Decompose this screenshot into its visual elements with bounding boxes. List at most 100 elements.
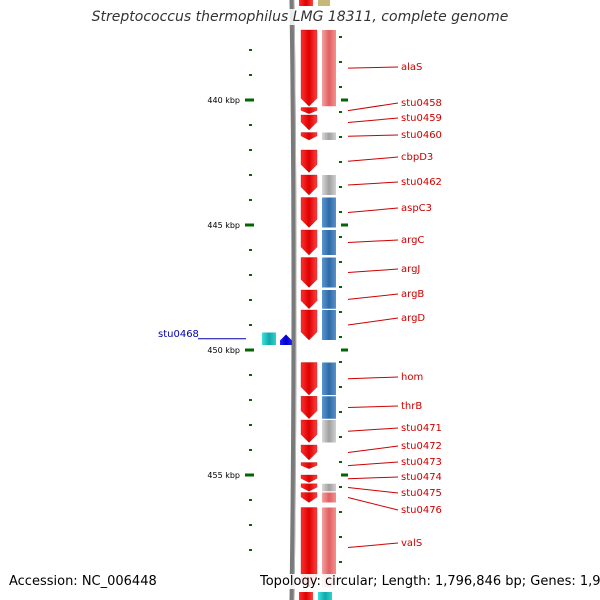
minor-tick <box>249 524 252 526</box>
cog-block <box>322 132 336 140</box>
right-tick <box>339 486 342 488</box>
right-tick <box>339 561 342 563</box>
cog-block <box>322 507 336 588</box>
right-tick <box>339 361 342 363</box>
right-tick <box>339 136 342 138</box>
major-tick-right <box>341 223 348 227</box>
minor-tick <box>249 324 252 326</box>
minor-tick <box>249 199 252 201</box>
right-tick <box>339 86 342 88</box>
gene-label: hom <box>401 372 423 383</box>
forward-cds-arrow <box>300 114 318 131</box>
right-tick <box>339 436 342 438</box>
gene-label: stu0474 <box>401 472 442 483</box>
cog-block <box>322 197 336 228</box>
minor-tick <box>249 174 252 176</box>
major-tick <box>245 98 254 102</box>
gene-label: thrB <box>401 401 422 412</box>
kbp-tick-label: 440 kbp <box>207 96 240 105</box>
cog-block <box>322 257 336 288</box>
gene-label: argC <box>401 235 424 246</box>
label-leader <box>347 207 399 213</box>
minor-tick <box>249 449 252 451</box>
right-tick <box>339 311 342 313</box>
major-tick-right <box>341 473 348 477</box>
gene-label: stu0473 <box>401 457 442 468</box>
feature-fragment-bottom-cyan <box>318 592 332 600</box>
gene-label: valS <box>401 538 422 549</box>
label-leader <box>347 542 399 548</box>
forward-cds-arrow <box>300 29 318 107</box>
label-leader <box>347 293 399 300</box>
gene-label: alaS <box>401 62 422 73</box>
cog-block <box>322 483 336 492</box>
gene-label: stu0475 <box>401 488 442 499</box>
cog-block <box>322 492 336 503</box>
right-tick <box>339 411 342 413</box>
topology-text: Topology: circular; Length: 1,796,846 bp… <box>260 574 600 589</box>
gene-label: stu0458 <box>401 98 442 109</box>
forward-cds-arrow <box>300 289 318 309</box>
gene-label: stu0472 <box>401 441 442 452</box>
label-leader <box>347 317 399 326</box>
right-tick <box>339 386 342 388</box>
label-leader <box>347 239 399 243</box>
minor-tick <box>249 374 252 376</box>
gene-label: stu0468 <box>158 329 199 340</box>
forward-cds-arrow <box>300 462 318 469</box>
forward-cds-arrow <box>300 257 318 288</box>
kbp-tick-label: 445 kbp <box>207 221 240 230</box>
right-tick <box>339 161 342 163</box>
minor-tick <box>249 149 252 151</box>
forward-cds-arrow <box>300 132 318 141</box>
label-leader <box>347 376 399 380</box>
major-tick <box>245 348 254 352</box>
scale-ticks: 440 kbp 445 kbp 450 kbp 455 kbp <box>207 36 348 563</box>
forward-cds-arrow <box>300 149 318 173</box>
minor-tick <box>249 299 252 301</box>
minor-tick <box>249 249 252 251</box>
right-tick <box>339 461 342 463</box>
minor-tick <box>249 424 252 426</box>
forward-cds-arrow <box>300 492 318 503</box>
feature-fragment-top-olive <box>318 0 330 6</box>
right-tick <box>339 536 342 538</box>
forward-cds-arrow <box>300 396 318 419</box>
label-leader <box>347 476 399 480</box>
forward-cds-arrow <box>300 483 318 492</box>
forward-cds-arrow <box>300 474 318 483</box>
gene-label: stu0459 <box>401 113 442 124</box>
gene-label: stu0471 <box>401 423 442 434</box>
label-leader <box>347 497 399 511</box>
minor-tick <box>249 399 252 401</box>
right-tick <box>339 36 342 38</box>
cog-block <box>322 175 336 195</box>
right-tick <box>339 236 342 238</box>
forward-cds-arrow <box>300 197 318 228</box>
gene-label: argB <box>401 289 424 300</box>
right-tick <box>339 336 342 338</box>
gene-label: stu0476 <box>401 505 442 516</box>
label-leader <box>347 427 399 432</box>
label-leader <box>347 487 399 494</box>
gene-label: aspC3 <box>401 203 432 214</box>
gene-features <box>262 29 336 588</box>
right-tick <box>339 61 342 63</box>
feature-fragment-top-red <box>299 0 313 6</box>
right-tick <box>339 511 342 513</box>
gene-labels: alaS stu0458 stu0459 stu0460 cbpD3 stu0462 asp… <box>158 62 442 549</box>
reverse-cds-arrow <box>280 334 292 345</box>
major-tick <box>245 473 254 477</box>
minor-tick <box>249 74 252 76</box>
forward-cds-arrow <box>300 174 318 196</box>
label-leader <box>347 134 399 137</box>
forward-cds-arrow <box>300 229 318 256</box>
minor-tick <box>249 274 252 276</box>
label-leader <box>347 156 399 162</box>
cog-block <box>322 310 336 340</box>
minor-tick <box>249 549 252 551</box>
gene-label: cbpD3 <box>401 152 433 163</box>
major-tick <box>245 223 254 227</box>
gene-label: stu0462 <box>401 177 442 188</box>
